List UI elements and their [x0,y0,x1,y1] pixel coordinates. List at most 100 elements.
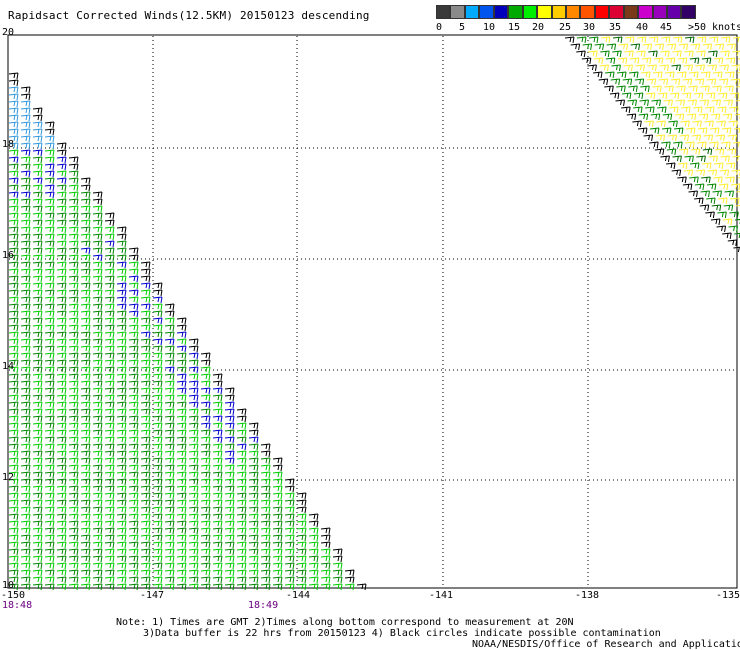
wind-barb [621,92,632,100]
wind-barb [140,261,151,269]
wind-barb [200,464,211,472]
wind-barb [164,303,175,311]
wind-barb [128,247,139,255]
wind-barb [164,387,175,395]
wind-barb [725,176,735,184]
wind-barb [731,64,740,72]
wind-barb [647,64,657,72]
wind-barb [68,485,79,493]
lat-label-14: 14 [2,361,15,372]
wind-barb [20,212,31,220]
wind-barb [320,576,331,584]
wind-barb [260,485,271,493]
wind-barb [20,191,31,199]
wind-barb [176,485,187,493]
wind-barb [80,198,91,206]
wind-barb [728,225,739,233]
wind-barb [32,436,43,444]
wind-barb [80,261,91,269]
wind-barb [104,233,115,241]
wind-barb [212,415,223,423]
wind-barb [212,457,223,465]
wind-barb [20,436,31,444]
wind-barb [104,352,115,360]
wind-barb [104,226,115,234]
wind-barb [32,247,43,255]
wind-barb [56,422,67,430]
wind-barb [20,457,31,465]
wind-barb [612,36,623,44]
wind-barb [188,366,199,374]
wind-barb [296,541,307,549]
wind-barb [20,513,31,521]
wind-barb [670,78,681,86]
wind-barb [80,275,91,283]
wind-barb [641,57,652,65]
wind-barb [648,36,659,44]
wind-barb [68,499,79,507]
wind-barb [731,169,740,177]
wind-barb [44,394,55,402]
wind-barb [56,219,67,227]
wind-barb [140,541,151,549]
wind-barb [176,401,187,409]
wind-barb [44,317,55,325]
wind-barb [708,155,718,163]
wind-barb [44,205,55,213]
wind-barb [116,555,127,563]
wind-barb [8,373,19,381]
wind-barb [32,163,43,171]
wind-barb [20,135,31,143]
wind-barb [176,471,187,479]
wind-barb [701,176,711,184]
wind-barb [616,85,626,93]
wind-barb [20,205,31,213]
wind-barb [20,219,31,227]
wind-barb [56,492,67,500]
colorbar-label: 25 [559,22,572,33]
wind-barb [20,352,31,360]
wind-barb [128,464,139,472]
wind-barb [56,310,67,318]
wind-barb [296,548,307,556]
wind-barb [8,310,19,318]
speed-colorbar [436,5,696,19]
wind-barb [176,450,187,458]
wind-barb [68,233,79,241]
wind-barb [32,401,43,409]
wind-barb [128,506,139,514]
wind-barb [694,183,705,191]
wind-barb [92,520,103,528]
wind-barb [212,394,223,402]
colorbar-swatch [652,5,667,19]
wind-barb [80,569,91,577]
wind-barb [8,156,19,164]
wind-barb [68,457,79,465]
wind-barb [20,303,31,311]
wind-barb [128,457,139,465]
wind-barb [44,303,55,311]
wind-barb [116,527,127,535]
wind-barb [695,64,705,72]
wind-barb [32,324,43,332]
wind-barb [32,275,43,283]
wind-barb [92,443,103,451]
wind-barb [200,534,211,542]
wind-barb [652,85,662,93]
wind-barb [284,520,295,528]
wind-barb [212,422,223,430]
wind-barb [200,485,211,493]
wind-barb [581,57,592,65]
wind-barb [92,240,103,248]
colorbar-swatch [436,5,451,19]
wind-barb [56,471,67,479]
wind-barb [128,261,139,269]
wind-barb [677,71,687,79]
wind-barb [116,450,127,458]
wind-barb [152,359,163,367]
wind-barb [92,499,103,507]
wind-barb [320,555,331,563]
wind-barb [224,429,235,437]
wind-barb [188,345,199,353]
wind-barb [164,513,175,521]
